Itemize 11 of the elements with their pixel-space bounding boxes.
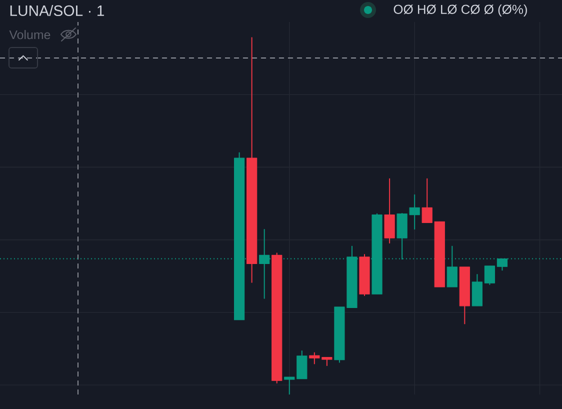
candlestick [409,194,420,230]
text: Volume [9,30,50,40]
candlestick [384,178,395,244]
text: LUNA/SOL · 1 [10,5,104,16]
candlestick [284,376,295,395]
candlestick [446,245,458,288]
text: OØ HØ LØ CØ Ø (Ø%) [394,4,527,17]
candlestick [472,274,482,306]
candlestick [296,350,308,380]
candlestick [484,265,496,286]
candlestick [422,178,432,224]
